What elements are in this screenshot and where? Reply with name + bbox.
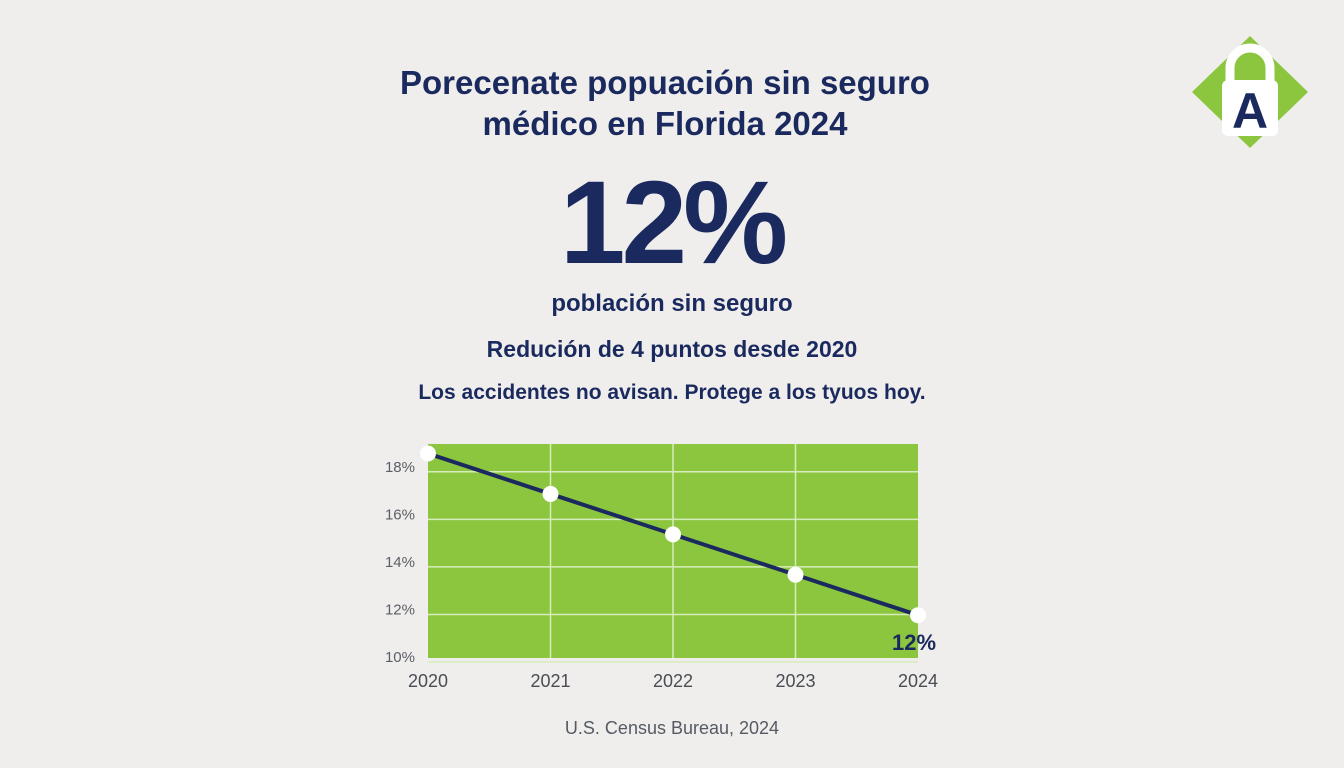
end-value-label: 12% [892,630,936,655]
stat-change-note: Redución de 4 puntos desde 2020 [486,336,858,362]
x-axis-ticks: 2020 2021 2022 2023 2024 [408,671,938,691]
x-tick-label: 2023 [775,671,815,691]
data-point [420,445,436,462]
x-tick-label: 2021 [530,671,570,691]
source-note: U.S. Census Bureau, 2024 [564,718,780,738]
y-tick-label: 12% [385,601,415,618]
data-point [665,526,681,543]
logo-lock-body [1222,80,1278,136]
page-title: Porecenate popuación sin seguro médico e… [330,62,1000,144]
title-line-2: médico en Florida 2024 [482,105,848,142]
padlock-letter-a-icon: A [1192,36,1308,148]
headline-stat: 12% [559,157,788,289]
data-point [787,566,804,583]
data-point [542,485,559,502]
data-point [910,607,926,624]
y-axis-ticks: 10% 12% 14% 16% 18% [385,459,415,666]
x-tick-label: 2024 [898,671,938,691]
y-tick-label: 16% [385,506,415,523]
logo-shackle [1225,43,1275,82]
x-tick-label: 2020 [408,671,448,691]
y-tick-label: 10% [385,649,415,666]
title-line-1: Porecenate popuación sin seguro [400,64,930,101]
y-tick-label: 18% [385,459,415,476]
logo-letter: A [1232,83,1268,139]
data-points [420,445,926,624]
grid-lines [428,444,918,663]
y-tick-label: 14% [385,554,415,571]
x-tick-label: 2022 [653,671,693,691]
tagline: Los accidentes no avisan. Protege a los … [418,381,926,404]
stat-caption: población sin seguro [551,290,793,317]
